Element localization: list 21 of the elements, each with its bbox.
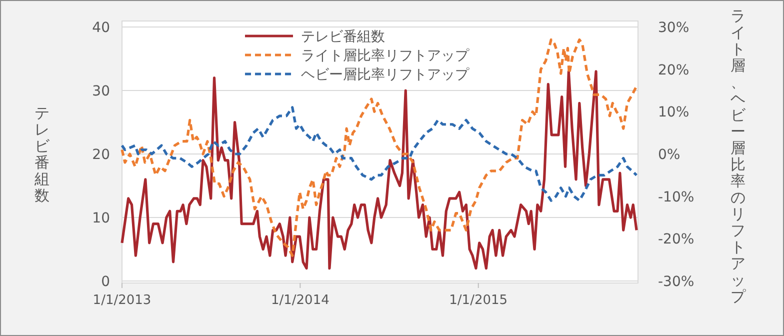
y-tick-label: 0 — [101, 274, 110, 290]
y2-tick-label: 30% — [658, 20, 690, 36]
x-tick-label: 1/1/2014 — [270, 293, 330, 308]
y-axis-title: テレビ番組数 — [34, 104, 50, 204]
y2-tick-label: -10% — [658, 189, 694, 206]
legend-label: テレビ番組数 — [301, 29, 385, 45]
y-tick-label: 40 — [92, 20, 110, 36]
y2-tick-label: 0% — [658, 147, 680, 163]
text: ライト層、ヘビー層比率のリフトアップ — [730, 6, 746, 306]
line-series — [120, 106, 638, 202]
y-tick-label: 10 — [92, 210, 110, 226]
y-tick-label: 30 — [92, 84, 110, 100]
x-tick-label: 1/1/2013 — [92, 293, 152, 308]
y2-tick-label: 10% — [658, 104, 690, 121]
y-tick-label: 20 — [92, 147, 110, 163]
y2-tick-label: -20% — [658, 232, 694, 248]
y2-tick-label: -30% — [658, 274, 694, 290]
legend-label: ヘビー層比率リフトアップ — [301, 67, 470, 83]
legend-label: ライト層比率リフトアップ — [301, 48, 470, 64]
x-tick-label: 1/1/2015 — [449, 293, 508, 308]
y2-tick-label: 20% — [658, 62, 690, 78]
